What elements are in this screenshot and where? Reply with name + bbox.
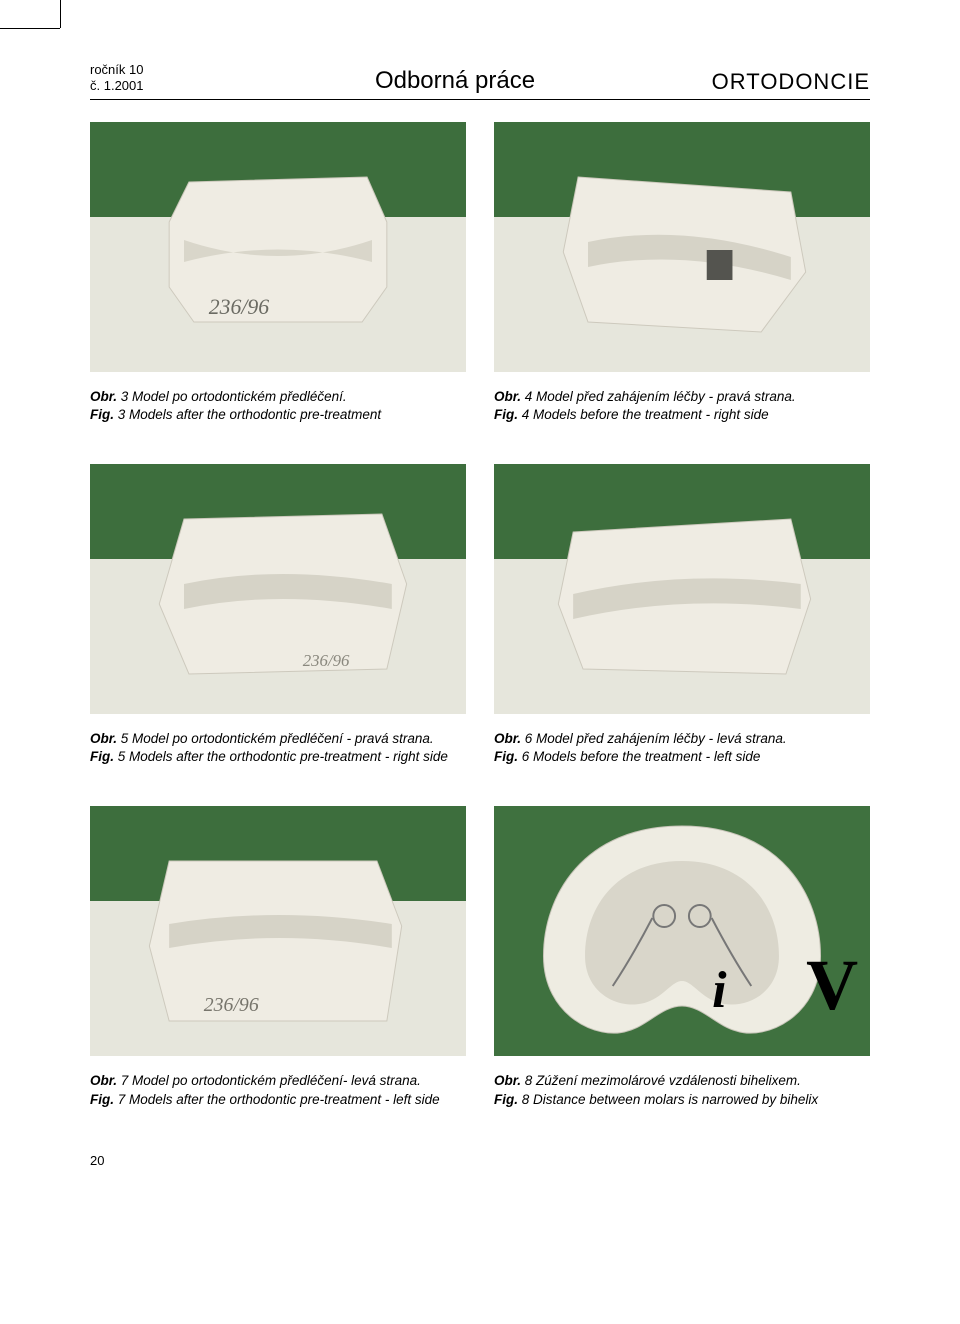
figure-caption: Obr. 3 Model po ortodontickém předléčení… [90,388,466,424]
figure-cell: Obr. 6 Model před zahájením léčby - levá… [494,464,870,792]
overlay-letter-i: i [712,961,726,1020]
figure-image-7: 236/96 [90,806,466,1056]
caption-obr-text: 6 Model před zahájením léčby - levá stra… [521,731,787,746]
overlay-letter-v: V [806,944,858,1027]
caption-obr-label: Obr. [90,731,117,746]
caption-obr-text: 5 Model po ortodontickém předléčení - pr… [117,731,434,746]
figure-image-6 [494,464,870,714]
caption-fig-text: 7 Models after the orthodontic pre-treat… [114,1092,440,1107]
caption-fig-text: 3 Models after the orthodontic pre-treat… [114,407,381,422]
crop-mark-v [60,0,61,28]
caption-obr-label: Obr. [90,1073,117,1088]
caption-obr-text: 3 Model po ortodontickém předléčení. [117,389,347,404]
figure-cell: Obr. 4 Model před zahájením léčby - prav… [494,122,870,450]
volume-line-2: č. 1.2001 [90,78,220,94]
figure-cell: 236/96 Obr. 3 Model po ortodontickém pře… [90,122,466,450]
figure-cell: i V Obr. 8 Zúžení mezimolárové vzdálenos… [494,806,870,1134]
figure-cell: 236/96 Obr. 7 Model po ortodontickém pře… [90,806,466,1134]
header-issue: ročník 10 č. 1.2001 [90,62,220,95]
caption-fig-text: 5 Models after the orthodontic pre-treat… [114,749,448,764]
svg-text:236/96: 236/96 [204,994,259,1016]
svg-text:236/96: 236/96 [303,651,350,670]
page: ročník 10 č. 1.2001 Odborná práce ORTODO… [0,0,960,1208]
caption-fig-label: Fig. [90,407,114,422]
caption-fig-label: Fig. [90,1092,114,1107]
caption-fig-text: 4 Models before the treatment - right si… [518,407,769,422]
figure-caption: Obr. 5 Model po ortodontickém předléčení… [90,730,466,766]
caption-fig-label: Fig. [494,749,518,764]
caption-obr-text: 8 Zúžení mezimolárové vzdálenosti biheli… [521,1073,801,1088]
caption-obr-label: Obr. [90,389,117,404]
figure-image-8: i V [494,806,870,1056]
volume-line-1: ročník 10 [90,62,220,78]
figure-cell: 236/96 Obr. 5 Model po ortodontickém pře… [90,464,466,792]
figure-caption: Obr. 4 Model před zahájením léčby - prav… [494,388,870,424]
figure-caption: Obr. 7 Model po ortodontickém předléčení… [90,1072,466,1108]
figure-image-3: 236/96 [90,122,466,372]
caption-obr-label: Obr. [494,389,521,404]
figure-image-5: 236/96 [90,464,466,714]
marker-text: 236/96 [209,294,270,318]
figure-caption: Obr. 6 Model před zahájením léčby - levá… [494,730,870,766]
header-section: Odborná práce [220,67,690,95]
caption-obr-label: Obr. [494,731,521,746]
crop-mark-h [0,28,60,29]
caption-fig-label: Fig. [494,407,518,422]
figure-image-4 [494,122,870,372]
header-journal: ORTODONCIE [690,69,870,95]
caption-fig-text: 6 Models before the treatment - left sid… [518,749,760,764]
caption-fig-text: 8 Distance between molars is narrowed by… [518,1092,818,1107]
page-number: 20 [90,1153,870,1168]
page-header: ročník 10 č. 1.2001 Odborná práce ORTODO… [90,0,870,100]
caption-obr-label: Obr. [494,1073,521,1088]
caption-obr-text: 7 Model po ortodontickém předléčení- lev… [117,1073,421,1088]
figure-caption: Obr. 8 Zúžení mezimolárové vzdálenosti b… [494,1072,870,1108]
caption-fig-label: Fig. [90,749,114,764]
caption-fig-label: Fig. [494,1092,518,1107]
caption-obr-text: 4 Model před zahájením léčby - pravá str… [521,389,796,404]
figure-grid: 236/96 Obr. 3 Model po ortodontickém pře… [90,122,870,1135]
